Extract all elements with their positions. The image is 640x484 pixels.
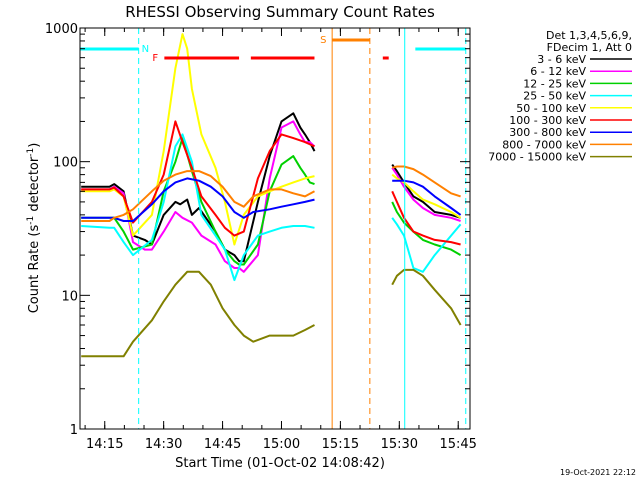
- x-tick-label: 15:15: [322, 437, 359, 452]
- legend-item: 7000 - 15000 keV: [488, 151, 586, 164]
- interval-marker-label: F: [152, 53, 158, 64]
- legend-item: 300 - 800 keV: [509, 126, 586, 139]
- y-tick-label: 1000: [45, 22, 78, 37]
- series-line-4: [81, 133, 462, 282]
- y-tick-label: 10: [61, 289, 78, 304]
- legend-item: 50 - 100 keV: [516, 102, 586, 115]
- series-layer: [81, 33, 462, 358]
- y-tick-label: 100: [53, 156, 78, 171]
- legend-header-line: Det 1,3,4,5,6,9,: [546, 29, 632, 42]
- x-tick-label: 15:30: [381, 437, 418, 452]
- y-axis-label: Count Rate (s-1 detector-1): [26, 143, 42, 314]
- series-line-2: [81, 120, 461, 273]
- plot-frame: [79, 27, 471, 430]
- legend: Det 1,3,4,5,6,9, FDecim 1, Att 0 3 - 6 k…: [488, 29, 632, 164]
- x-tick-label: 15:45: [439, 437, 476, 452]
- series-line-7: [81, 177, 462, 222]
- y-axis: 1 10 100 1000: [45, 22, 470, 438]
- x-tick-label: 14:45: [204, 437, 241, 452]
- legend-header-line: FDecim 1, Att 0: [547, 41, 632, 54]
- chart-title: RHESSI Observing Summary Count Rates: [125, 3, 435, 21]
- series-line-3: [81, 137, 462, 266]
- legend-item: 12 - 25 keV: [523, 77, 586, 90]
- x-axis: 14:15 14:30 14:45 15:00 15:15 15:30 15:45: [84, 28, 477, 452]
- time-interval-markers: NF S: [80, 28, 467, 429]
- legend-item: 3 - 6 keV: [537, 53, 586, 66]
- interval-marker-label: S: [320, 35, 326, 46]
- series-line-5: [81, 33, 462, 246]
- plot-area: NF S: [79, 27, 471, 430]
- series-line-6: [81, 120, 461, 246]
- x-tick-label: 14:30: [145, 437, 182, 452]
- series-line-8: [81, 165, 461, 222]
- legend-item: 800 - 7000 keV: [502, 138, 586, 151]
- legend-item: 100 - 300 keV: [509, 114, 586, 127]
- x-tick-label: 14:15: [86, 437, 123, 452]
- footer-date: 19-Oct-2021 22:12: [560, 468, 636, 477]
- series-line-9: [81, 268, 462, 358]
- series-line-1: [81, 112, 461, 263]
- interval-marker-label: N: [142, 44, 149, 55]
- legend-item: 6 - 12 keV: [530, 65, 586, 78]
- x-tick-label: 15:00: [263, 437, 300, 452]
- legend-item: 25 - 50 keV: [523, 90, 586, 103]
- y-tick-label: 1: [70, 423, 78, 438]
- x-axis-label: Start Time (01-Oct-02 14:08:42): [175, 456, 385, 471]
